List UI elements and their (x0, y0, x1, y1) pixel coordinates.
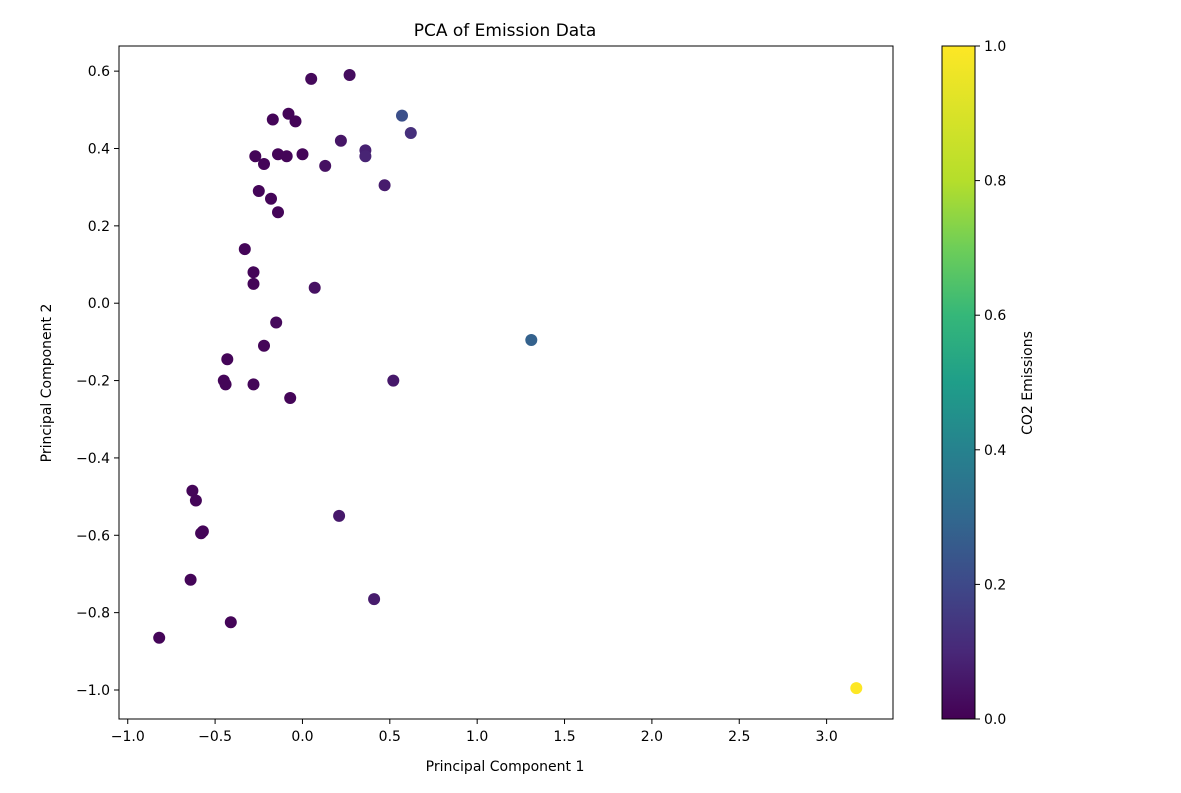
colorbar-tick-label: 0.2 (984, 577, 1006, 593)
data-point (184, 573, 197, 586)
data-point (249, 150, 262, 163)
data-point (153, 631, 166, 644)
x-tick-label: 1.5 (553, 729, 575, 745)
data-point (280, 150, 293, 163)
data-point (334, 134, 347, 147)
chart-title: PCA of Emission Data (414, 21, 597, 41)
x-tick-label: 2.0 (641, 729, 663, 745)
data-point (266, 113, 279, 126)
data-point (850, 682, 863, 695)
plot-area: −1.0 −0.5 0.0 0.5 1.0 1.5 2.0 2.5 3.0 0.60.40.20… (76, 45, 894, 745)
y-tick-label: 0.4 (88, 141, 110, 157)
x-tick-label: 2.5 (728, 729, 750, 745)
x-axis-title: Principal Component 1 (426, 759, 585, 775)
x-axis-ticks: −1.0 −0.5 0.0 0.5 1.0 1.5 2.0 2.5 3.0 (111, 719, 838, 745)
colorbar-tick-label: 0.8 (984, 174, 1006, 190)
data-point (378, 179, 391, 192)
x-tick-label: 1.0 (466, 729, 488, 745)
colorbar-gradient (942, 46, 975, 719)
y-tick-label: −0.4 (76, 451, 110, 467)
y-tick-label: 0.0 (88, 296, 110, 312)
data-point (219, 378, 232, 391)
data-point (258, 158, 270, 170)
plot-background (119, 46, 893, 719)
data-point (195, 527, 208, 540)
y-tick-label: −0.8 (76, 606, 110, 622)
data-point (387, 374, 400, 387)
data-point (333, 509, 346, 522)
y-tick-label: −0.2 (76, 374, 110, 390)
x-tick-label: −1.0 (111, 729, 145, 745)
data-point (258, 339, 270, 352)
y-tick-label: −0.6 (76, 528, 110, 544)
x-tick-label: 3.0 (815, 729, 837, 745)
data-point (282, 107, 295, 120)
data-point (319, 159, 332, 172)
data-point (247, 266, 260, 279)
data-point (221, 353, 234, 366)
colorbar: 0.0 0.2 0.4 0.6 0.8 1.0 CO2 Emissions (941, 39, 1036, 728)
colorbar-frame (941, 45, 976, 720)
data-point (343, 69, 356, 81)
y-tick-label: −1.0 (76, 683, 110, 699)
plot-frame (118, 45, 894, 720)
colorbar-ticks: 0.0 0.2 0.4 0.6 0.8 1.0 (975, 39, 1006, 728)
data-point (305, 72, 318, 85)
data-point (359, 150, 372, 163)
colorbar-tick-label: 0.0 (984, 712, 1006, 728)
scatter-points (153, 69, 863, 695)
x-tick-label: 0.0 (291, 729, 313, 745)
colorbar-tick-label: 0.4 (984, 443, 1006, 459)
x-tick-label: −0.5 (198, 729, 232, 745)
data-point (265, 192, 277, 205)
y-tick-label: 0.6 (88, 64, 110, 80)
data-point (289, 115, 302, 128)
data-point (308, 281, 321, 294)
data-point (525, 334, 538, 346)
y-axis-ticks: 0.6 0.4 0.2 0.0 −0.2 −0.4 −0.6 −0.8 −1.0 (76, 64, 119, 699)
data-point (368, 593, 381, 606)
data-point (296, 148, 309, 161)
data-point (272, 206, 284, 219)
x-tick-label: 0.5 (379, 729, 401, 745)
data-point (252, 185, 265, 197)
data-point (189, 494, 202, 507)
y-tick-label: 0.2 (88, 219, 110, 235)
colorbar-tick-label: 0.6 (984, 308, 1006, 324)
data-point (284, 392, 297, 404)
colorbar-title: CO2 Emissions (1020, 331, 1036, 435)
data-point (247, 277, 260, 290)
data-point (404, 127, 417, 139)
data-point (247, 378, 260, 391)
colorbar-tick-label: 1.0 (984, 39, 1006, 55)
data-point (396, 109, 408, 122)
data-point (224, 616, 237, 629)
data-point (270, 316, 283, 329)
data-point (186, 484, 199, 497)
data-point (238, 243, 251, 256)
y-axis-title: Principal Component 2 (39, 304, 55, 463)
